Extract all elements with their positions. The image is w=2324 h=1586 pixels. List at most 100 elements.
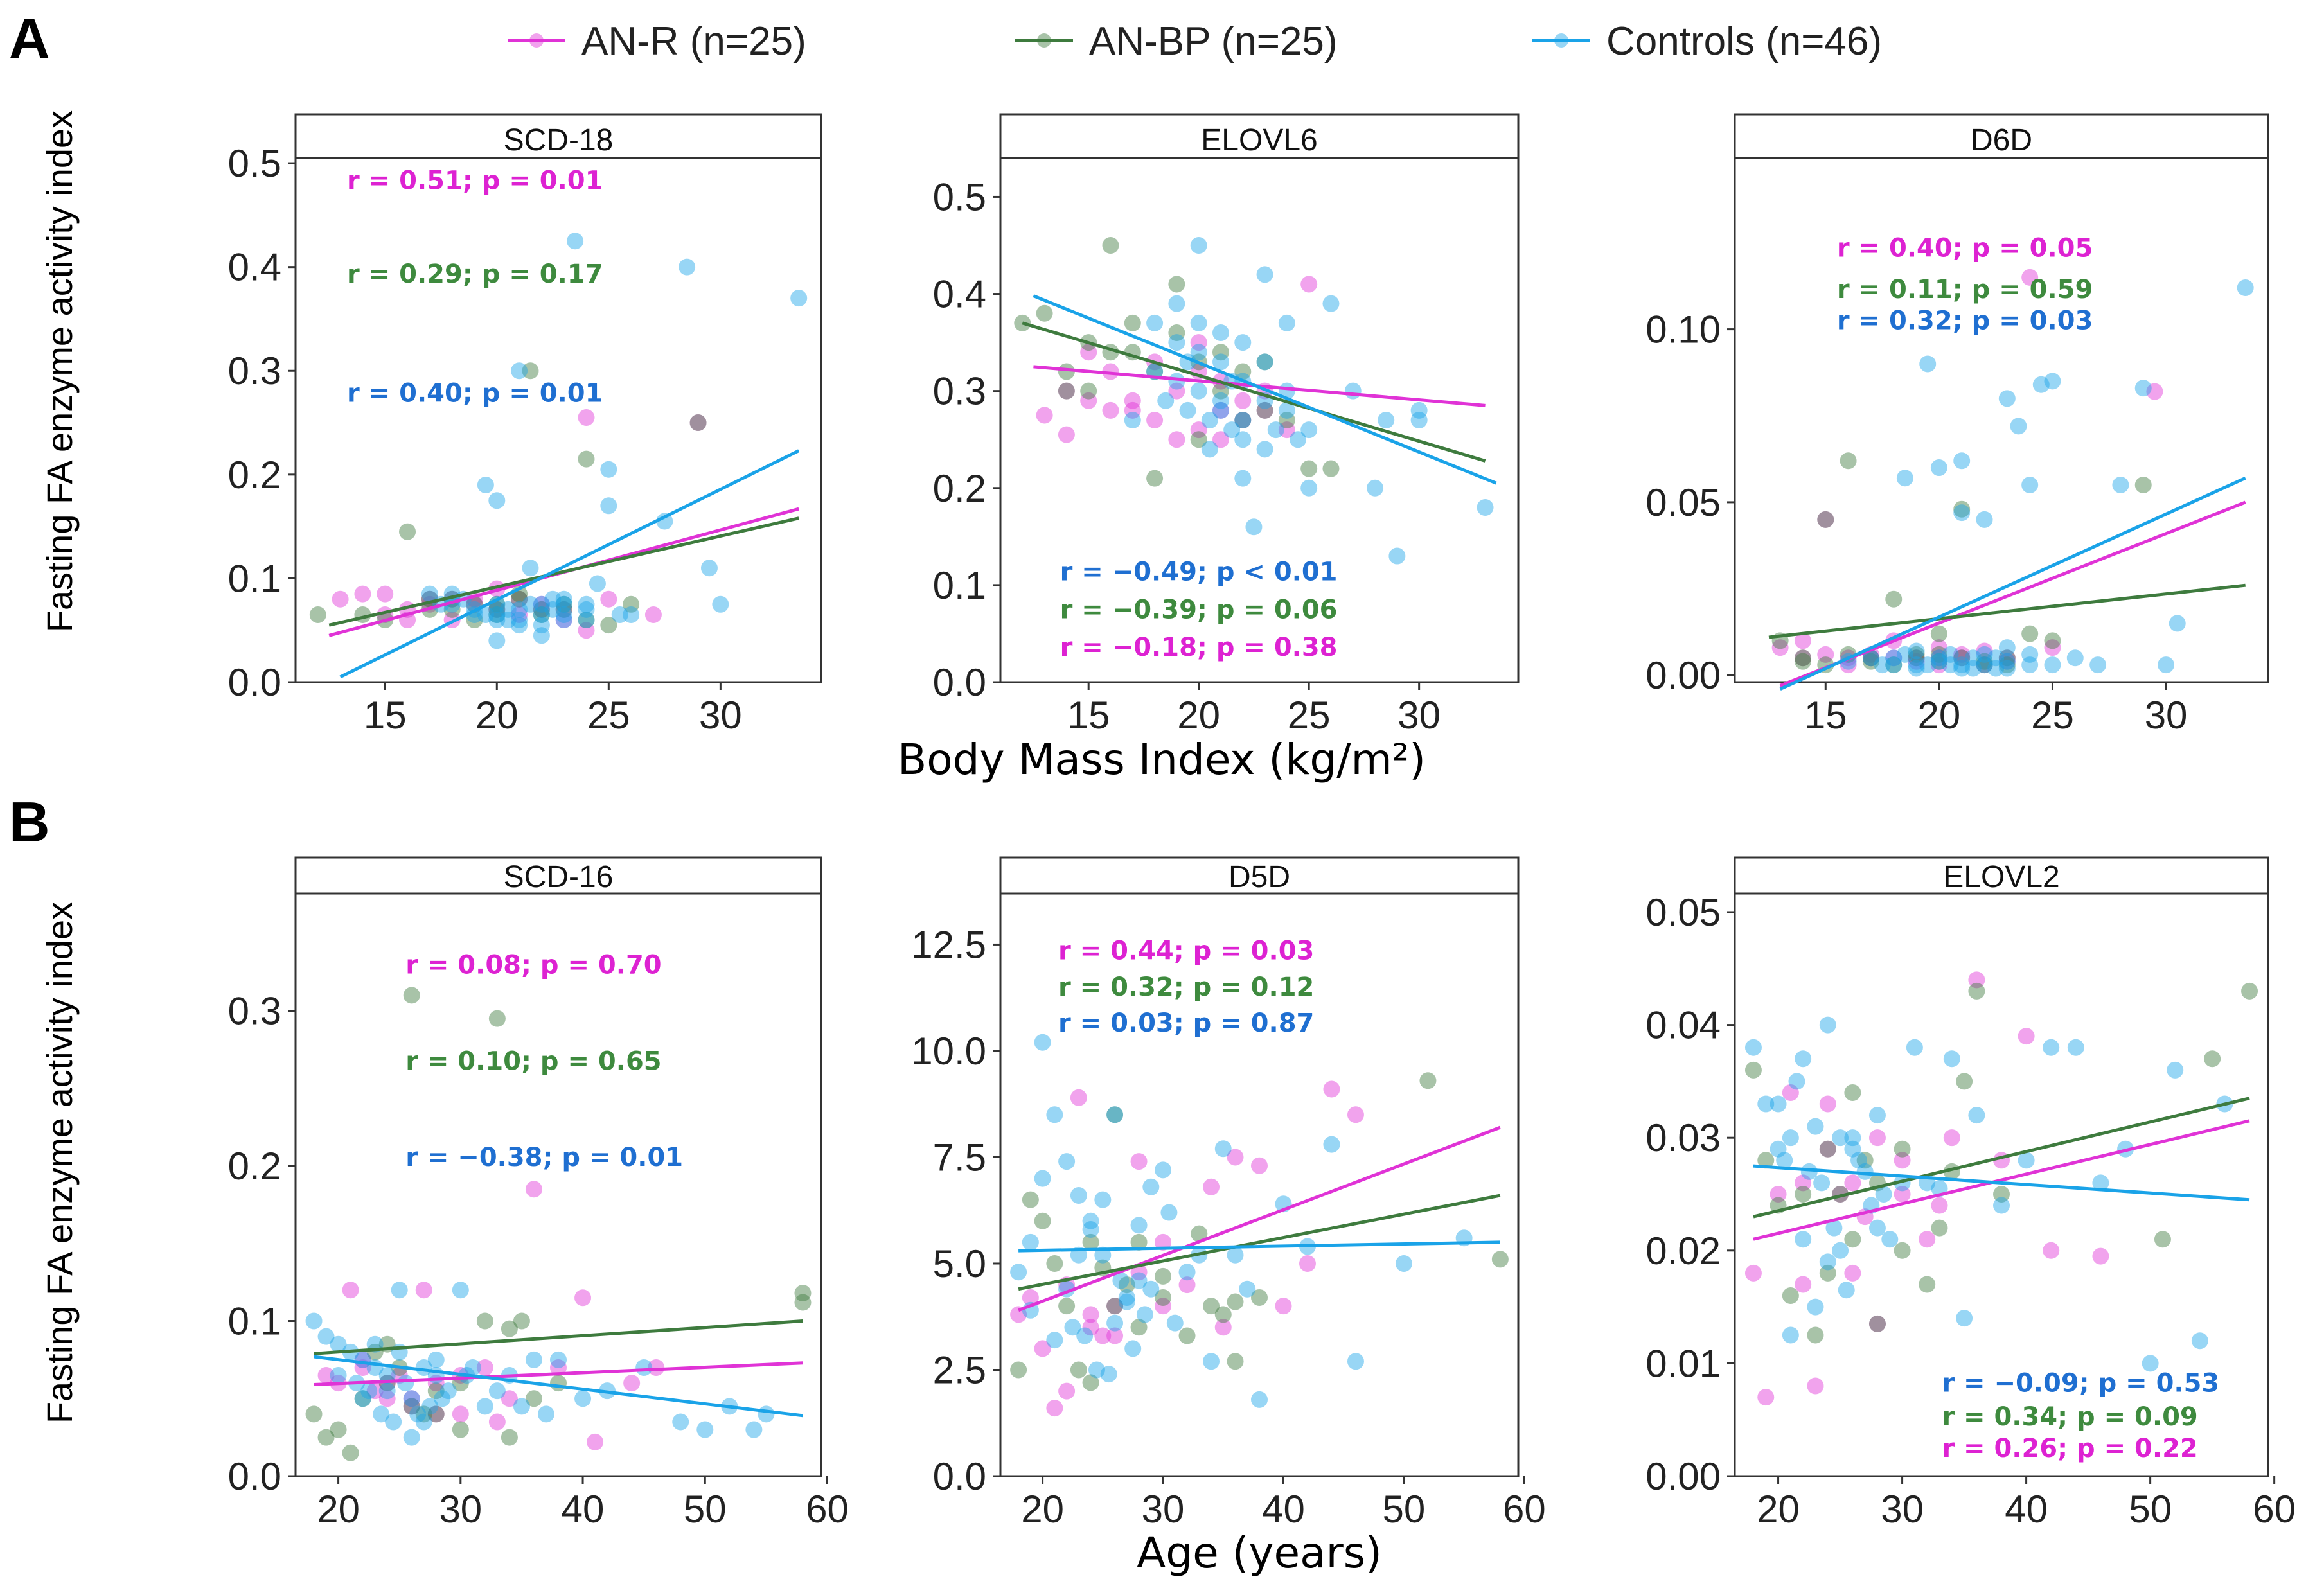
point-ctrl-scd-18	[555, 612, 572, 629]
point-anbp-elovl2	[1795, 1185, 1812, 1203]
panel-title-scd-16: SCD-16	[504, 860, 614, 894]
point-ctrl-d6d	[1998, 653, 2016, 670]
point-ctrl-d5d	[1395, 1255, 1412, 1272]
point-anbp-scd-18	[399, 523, 416, 540]
point-anr-d5d	[1094, 1327, 1112, 1344]
trend-line-anr-scd-16	[314, 1361, 803, 1387]
point-anbp-elovl6	[1036, 304, 1053, 322]
point-ctrl-elovl2	[2142, 1355, 2159, 1372]
point-ctrl-elovl2	[1819, 1253, 1836, 1271]
point-anbp-scd-16	[427, 1382, 445, 1400]
point-ctrl-scd-16	[439, 1382, 457, 1400]
point-anr-d6d	[1998, 653, 2016, 670]
legend-item-controls: Controls (n=46)	[1532, 19, 1882, 64]
point-ctrl-scd-18	[477, 476, 494, 493]
y-tick-label-d6d: 0.00	[1645, 654, 1721, 697]
point-anbp-scd-18	[488, 601, 506, 618]
point-anbp-scd-16	[525, 1390, 542, 1407]
point-ctrl-scd-16	[403, 1429, 420, 1446]
stat-annotation-anbp-elovl2: r = 0.34; p = 0.09	[1942, 1402, 2197, 1432]
point-anbp-d6d	[1930, 625, 1947, 642]
x-tick-label-scd-18: 20	[475, 694, 519, 737]
point-anr-d5d	[1070, 1089, 1087, 1106]
point-anbp-scd-18	[555, 595, 572, 613]
point-ctrl-scd-18	[522, 595, 539, 613]
point-ctrl-d5d	[1100, 1366, 1117, 1383]
point-anbp-elovl2	[1956, 1073, 1973, 1090]
point-anbp-d6d	[1998, 656, 2016, 674]
point-anr-elovl2	[1894, 1152, 1911, 1169]
point-anbp-elovl2	[1894, 1140, 1911, 1158]
point-ctrl-elovl6	[1212, 324, 1229, 341]
stat-annotation-ctrl-elovl6: r = −0.49; p < 0.01	[1060, 557, 1338, 586]
point-anr-elovl6	[1080, 344, 1097, 361]
point-ctrl-elovl2	[1782, 1326, 1799, 1344]
point-anbp-d5d	[1106, 1106, 1124, 1123]
point-anr-scd-18	[511, 606, 528, 623]
point-anbp-d5d	[1070, 1361, 1087, 1379]
point-ctrl-d5d	[1155, 1161, 1172, 1179]
point-ctrl-scd-16	[373, 1405, 390, 1423]
point-ctrl-d5d	[1130, 1272, 1148, 1289]
point-anbp-d5d	[1155, 1289, 1172, 1306]
point-anr-scd-18	[555, 601, 572, 618]
x-tick-label-d5d: 60	[1503, 1488, 1546, 1531]
point-ctrl-d5d	[1106, 1314, 1124, 1332]
point-anr-d6d	[1817, 646, 1834, 663]
point-ctrl-scd-16	[550, 1351, 567, 1368]
point-anbp-scd-18	[466, 612, 483, 629]
point-anbp-scd-16	[794, 1294, 812, 1311]
point-anbp-scd-16	[427, 1405, 445, 1423]
point-ctrl-elovl2	[1968, 1107, 1985, 1124]
point-anr-d5d	[1275, 1298, 1292, 1315]
point-ctrl-scd-16	[464, 1359, 481, 1376]
point-ctrl-scd-18	[611, 606, 628, 623]
point-ctrl-d5d	[1022, 1233, 1039, 1251]
point-ctrl-elovl2	[1813, 1174, 1831, 1192]
point-ctrl-scd-18	[700, 560, 718, 577]
point-anr-scd-16	[550, 1359, 567, 1376]
point-anbp-elovl2	[1856, 1152, 1874, 1169]
strip-d6d	[1734, 113, 2269, 159]
point-anr-scd-18	[533, 601, 550, 618]
point-ctrl-elovl2	[1807, 1298, 1824, 1316]
point-anbp-elovl2	[1819, 1140, 1836, 1158]
point-anr-scd-18	[689, 414, 707, 432]
point-ctrl-scd-16	[758, 1405, 775, 1423]
point-ctrl-elovl6	[1477, 499, 1494, 516]
y-tick-label-scd-18: 0.2	[228, 454, 281, 497]
point-ctrl-d6d	[1976, 656, 1993, 674]
y-tick-label-scd-18: 0.3	[228, 349, 281, 392]
point-ctrl-d5d	[1106, 1106, 1124, 1123]
plot-area-scd-16	[294, 892, 822, 1477]
point-ctrl-d5d	[1251, 1391, 1268, 1408]
point-ctrl-scd-18	[421, 585, 438, 603]
point-ctrl-scd-16	[672, 1413, 689, 1431]
point-anr-d6d	[2146, 383, 2163, 400]
point-anbp-d5d	[1046, 1255, 1063, 1272]
point-anbp-scd-18	[578, 450, 595, 468]
y-tick-label-elovl6: 0.0	[933, 661, 986, 704]
stat-annotation-anbp-scd-18: r = 0.29; p = 0.17	[347, 260, 603, 289]
point-anr-elovl6	[1278, 421, 1295, 439]
y-tick-label-scd-16: 0.3	[228, 990, 281, 1033]
point-anr-d6d	[1930, 639, 1947, 656]
point-ctrl-d6d	[1964, 660, 1982, 677]
point-anbp-elovl6	[1168, 276, 1185, 293]
point-anr-scd-18	[511, 590, 528, 608]
point-anbp-elovl2	[1744, 1061, 1762, 1079]
point-anr-scd-16	[403, 1390, 420, 1407]
point-ctrl-d6d	[1953, 660, 1971, 677]
panel-d5d: D5D 0.0 2.5 5.0 7.5 10.0 12.5 20 30 40 50 60 r = 0.4…	[911, 856, 1546, 1531]
point-anr-d5d	[1178, 1276, 1196, 1294]
point-ctrl-d6d	[1896, 646, 1913, 663]
point-anbp-d5d	[1082, 1374, 1099, 1391]
point-ctrl-elovl6	[1157, 392, 1175, 409]
x-tick-label-elovl6: 25	[1288, 694, 1331, 737]
x-tick-label-elovl2: 50	[2129, 1488, 2172, 1531]
trend-line-ctrl-d6d	[1779, 476, 2246, 691]
point-anbp-d6d	[1862, 649, 1879, 667]
point-anbp-d6d	[1908, 649, 1925, 667]
point-ctrl-scd-18	[533, 606, 550, 623]
point-ctrl-d6d	[1908, 642, 1925, 660]
